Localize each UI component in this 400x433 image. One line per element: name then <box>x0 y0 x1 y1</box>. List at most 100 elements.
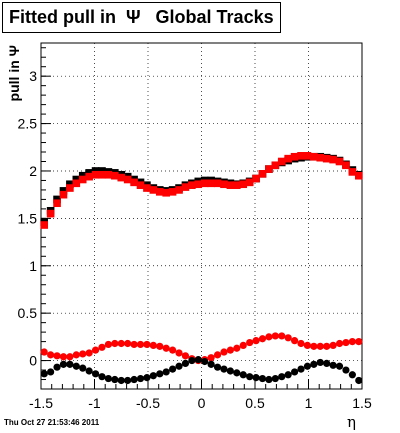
x-tick-label: -1 <box>88 395 101 411</box>
data-point <box>265 333 273 341</box>
data-point <box>329 155 337 164</box>
data-point <box>98 373 106 381</box>
data-point <box>111 339 119 348</box>
data-point <box>290 337 299 345</box>
data-point <box>162 368 170 376</box>
data-point <box>85 349 93 357</box>
data-point <box>194 356 202 364</box>
data-point <box>200 179 209 188</box>
data-point <box>104 170 113 179</box>
y-axis-label: pull in Ψ <box>6 45 22 101</box>
y-tick-labels: 0 0.5 1 1.5 2 2.5 3 <box>18 68 38 368</box>
x-tick-label: -0.5 <box>136 395 160 411</box>
data-point <box>130 178 138 187</box>
data-point <box>265 165 273 173</box>
chart-title: Fitted pull in Ψ Global Tracks <box>9 7 274 27</box>
y-tick-label: 1 <box>29 258 37 274</box>
x-tick-label: 0.5 <box>245 395 265 411</box>
data-point <box>246 373 254 381</box>
data-point <box>59 360 68 368</box>
data-point <box>201 357 209 366</box>
data-point <box>303 341 312 349</box>
data-point <box>181 183 190 191</box>
data-point <box>335 362 344 370</box>
data-point <box>277 157 286 166</box>
data-point <box>329 361 337 369</box>
data-point <box>136 181 145 189</box>
timestamp-footer: Thu Oct 27 21:53:46 2011 <box>4 418 100 427</box>
data-point <box>278 373 286 381</box>
data-point <box>252 174 260 183</box>
data-point <box>104 374 113 383</box>
data-point <box>233 369 241 377</box>
data-point <box>98 170 106 179</box>
data-point <box>322 154 331 163</box>
x-tick-label: 0 <box>198 395 206 411</box>
data-point <box>303 152 312 160</box>
data-point <box>59 190 68 199</box>
data-point <box>123 175 132 184</box>
data-point <box>316 153 325 162</box>
data-point <box>79 350 87 358</box>
data-point <box>181 352 190 360</box>
data-point <box>66 360 74 368</box>
data-point <box>284 371 292 379</box>
data-point <box>47 368 55 376</box>
data-point <box>233 344 241 352</box>
data-point <box>342 338 350 347</box>
x-tick-labels: -1.5 -1 -0.5 0 0.5 1 1.5 <box>29 395 372 411</box>
data-point <box>85 172 93 181</box>
chart-title-box: Fitted pull in Ψ Global Tracks <box>2 2 281 33</box>
data-point <box>162 188 170 197</box>
x-tick-label: 1 <box>305 395 313 411</box>
data-point <box>213 351 222 359</box>
data-point <box>213 363 222 371</box>
data-point <box>156 370 164 378</box>
data-point <box>156 342 164 350</box>
data-point <box>136 374 145 383</box>
data-point <box>284 334 292 342</box>
data-point <box>220 180 228 189</box>
data-point <box>316 358 324 367</box>
data-point <box>149 372 157 380</box>
data-point <box>91 370 100 378</box>
data-point <box>297 152 305 160</box>
data-point <box>245 178 254 187</box>
data-point <box>348 338 356 346</box>
data-point <box>117 376 125 385</box>
data-point <box>239 180 248 189</box>
data-point <box>246 338 254 347</box>
data-point <box>290 152 299 161</box>
data-point <box>59 353 68 361</box>
data-point <box>233 181 241 189</box>
data-point <box>297 339 305 348</box>
data-point <box>348 371 356 379</box>
data-point <box>181 359 190 368</box>
data-point <box>124 376 132 385</box>
data-point <box>194 180 203 189</box>
data-point <box>104 340 113 349</box>
data-point <box>162 344 170 352</box>
data-point <box>355 376 363 385</box>
data-point <box>220 348 228 356</box>
axis-ticks <box>40 47 363 389</box>
data-point <box>213 179 222 188</box>
data-point <box>40 348 48 356</box>
data-point <box>53 363 61 371</box>
data-point <box>297 365 305 373</box>
data-point <box>85 367 93 375</box>
data-point <box>66 353 74 361</box>
data-point <box>258 335 267 343</box>
data-point <box>188 181 196 189</box>
data-point <box>72 179 81 188</box>
data-point <box>316 342 324 350</box>
data-point <box>40 221 49 229</box>
data-point <box>46 209 55 218</box>
data-point <box>226 346 234 354</box>
data-point <box>335 157 344 166</box>
y-tick-label: 1.5 <box>18 210 38 226</box>
data-point <box>265 375 273 384</box>
data-point <box>278 332 286 340</box>
data-point <box>323 359 331 368</box>
